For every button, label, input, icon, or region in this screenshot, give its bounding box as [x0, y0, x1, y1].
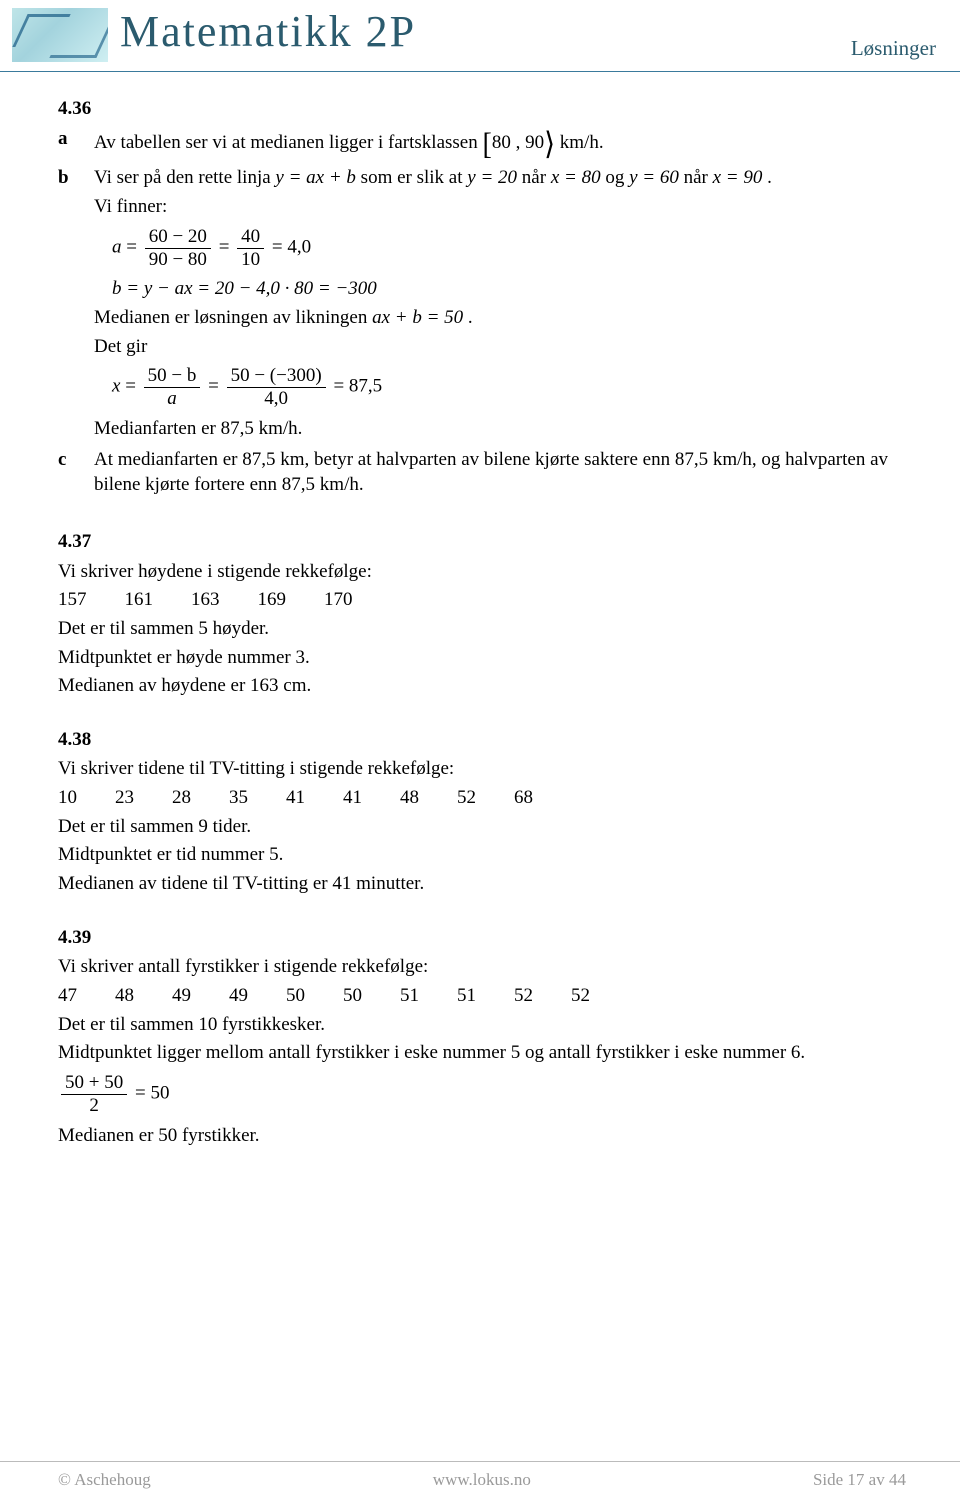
text: Av tabellen ser vi at medianen ligger i … — [94, 132, 483, 153]
value: 163 — [191, 587, 220, 613]
brand-title: Matematikk 2P — [120, 6, 416, 57]
value-list: 10 23 28 35 41 41 48 52 68 — [58, 785, 906, 811]
text: Midtpunktet er høyde nummer 3. — [58, 645, 906, 671]
value: 41 — [286, 785, 305, 811]
item-a: a Av tabellen ser vi at medianen ligger … — [58, 126, 906, 164]
equation-a: a = 60 − 2090 − 80 = 4010 = 4,0 — [112, 226, 906, 271]
text: Det er til sammen 5 høyder. — [58, 616, 906, 642]
value: 50 — [343, 983, 362, 1009]
text: Vi skriver høydene i stigende rekkefølge… — [58, 559, 906, 585]
eq: y = ax + b — [275, 167, 356, 188]
section-4-38: 4.38 Vi skriver tidene til TV-titting i … — [58, 727, 906, 897]
text: . — [468, 307, 473, 328]
item-b: b Vi ser på den rette linja y = ax + b s… — [58, 165, 906, 444]
value: 28 — [172, 785, 191, 811]
equation-b: b = y − ax = 20 − 4,0 · 80 = −300 — [112, 276, 906, 302]
text: Vi ser på den rette linja — [94, 167, 275, 188]
item-label-a: a — [58, 126, 94, 152]
footer-page: Side 17 av 44 — [813, 1470, 906, 1490]
text: Medianen er løsningen av likningen — [94, 307, 372, 328]
text: Medianen av høydene er 163 cm. — [58, 673, 906, 699]
footer-copyright: © Aschehoug — [58, 1470, 151, 1490]
text: Midtpunktet er tid nummer 5. — [58, 842, 906, 868]
item-label-b: b — [58, 165, 94, 191]
value: 52 — [514, 983, 533, 1009]
eq: y = 20 — [467, 167, 517, 188]
value-list: 47 48 49 49 50 50 51 51 52 52 — [58, 983, 906, 1009]
value: 50 — [286, 983, 305, 1009]
eq: ax + b = 50 — [372, 307, 463, 328]
text: Medianen av tidene til TV-titting er 41 … — [58, 871, 906, 897]
item-c: c At medianfarten er 87,5 km, betyr at h… — [58, 447, 906, 501]
page-header: Matematikk 2P Løsninger — [0, 0, 960, 72]
value: 68 — [514, 785, 533, 811]
value: 47 — [58, 983, 77, 1009]
section-number: 4.36 — [58, 96, 906, 122]
section-4-36: 4.36 a Av tabellen ser vi at medianen li… — [58, 96, 906, 501]
value: 41 — [343, 785, 362, 811]
value: 35 — [229, 785, 248, 811]
section-4-39: 4.39 Vi skriver antall fyrstikker i stig… — [58, 925, 906, 1149]
text: Det er til sammen 9 tider. — [58, 814, 906, 840]
value-list: 157 161 163 169 170 — [58, 587, 906, 613]
text: Det gir — [94, 334, 906, 360]
logo-graphic — [12, 8, 108, 62]
section-4-37: 4.37 Vi skriver høydene i stigende rekke… — [58, 529, 906, 699]
value: 48 — [400, 785, 419, 811]
section-number: 4.39 — [58, 925, 906, 951]
equation-x: x = 50 − ba = 50 − (−300)4,0 = 87,5 — [112, 365, 906, 410]
value: 49 — [229, 983, 248, 1009]
text: og — [605, 167, 629, 188]
interval: 80 , 90 — [492, 132, 544, 153]
section-number: 4.37 — [58, 529, 906, 555]
page-content: 4.36 a Av tabellen ser vi at medianen li… — [0, 72, 960, 1148]
value: 51 — [400, 983, 419, 1009]
value: 48 — [115, 983, 134, 1009]
value: 169 — [258, 587, 287, 613]
eq: x = 80 — [551, 167, 601, 188]
footer-url: www.lokus.no — [433, 1470, 531, 1490]
text: Medianen er 50 fyrstikker. — [58, 1123, 906, 1149]
equation-median: 50 + 502 = 50 — [58, 1072, 906, 1117]
header-subtitle: Løsninger — [851, 36, 936, 61]
text: At medianfarten er 87,5 km, betyr at hal… — [94, 447, 906, 498]
page-footer: © Aschehoug www.lokus.no Side 17 av 44 — [0, 1461, 960, 1490]
value: 157 — [58, 587, 87, 613]
text: Det er til sammen 10 fyrstikkesker. — [58, 1012, 906, 1038]
text: som er slik at — [361, 167, 468, 188]
item-label-c: c — [58, 447, 94, 473]
value: 170 — [324, 587, 353, 613]
text: Vi skriver tidene til TV-titting i stige… — [58, 756, 906, 782]
text: Vi finner: — [94, 194, 906, 220]
value: 23 — [115, 785, 134, 811]
text: km/h. — [555, 132, 604, 153]
value: 10 — [58, 785, 77, 811]
eq: y = 60 — [629, 167, 679, 188]
value: 51 — [457, 983, 476, 1009]
value: 52 — [457, 785, 476, 811]
text: Vi skriver antall fyrstikker i stigende … — [58, 954, 906, 980]
section-number: 4.38 — [58, 727, 906, 753]
text: når — [684, 167, 713, 188]
value: 161 — [125, 587, 154, 613]
value: 52 — [571, 983, 590, 1009]
text: . — [767, 167, 772, 188]
eq: x = 90 — [713, 167, 763, 188]
text: Medianfarten er 87,5 km/h. — [94, 416, 906, 442]
text: når — [522, 167, 551, 188]
text: Midtpunktet ligger mellom antall fyrstik… — [58, 1040, 906, 1066]
value: 49 — [172, 983, 191, 1009]
